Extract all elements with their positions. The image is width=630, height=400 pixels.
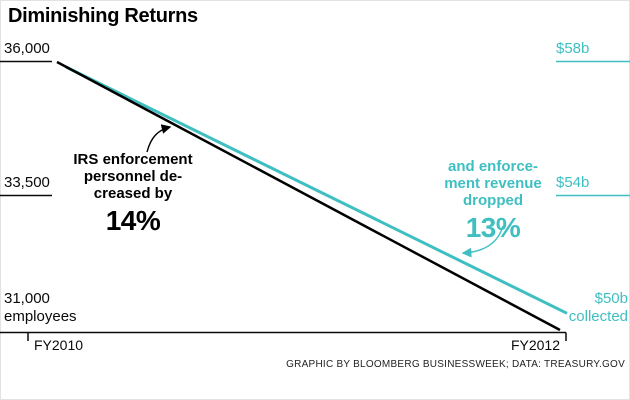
revenue-annotation: and enforce- ment revenue dropped 13%	[417, 158, 569, 243]
personnel-annotation-value: 14%	[105, 205, 161, 236]
revenue-annotation-line1: and enforce-	[447, 158, 538, 175]
left-axis-tick-31000-unit: employees	[4, 308, 77, 325]
personnel-annotation-arrow	[146, 124, 172, 153]
personnel-annotation: IRS enforcement personnel de- creased by…	[50, 151, 216, 236]
x-axis-label-fy2012: FY2012	[510, 337, 560, 353]
source-credit: GRAPHIC BY BLOOMBERG BUSINESSWEEK; DATA:…	[286, 359, 625, 370]
personnel-annotation-line2: personnel de-	[83, 168, 183, 185]
revenue-annotation-line3: dropped	[463, 192, 523, 209]
right-axis-tick-58b: $58b	[556, 40, 590, 57]
left-axis-tick-31000-value: 31,000	[4, 290, 50, 307]
right-axis-tick-50b-value: $50b	[594, 290, 628, 307]
right-axis-tick-54b: $54b	[556, 174, 590, 191]
revenue-annotation-value: 13%	[465, 212, 521, 243]
right-axis-tick-50b: $50b collected	[556, 290, 628, 326]
right-axis-tick-50b-unit: collected	[568, 308, 628, 325]
revenue-line	[65, 65, 568, 315]
left-axis-tick-31000: 31,000 employees	[4, 290, 77, 326]
revenue-annotation-arrow	[461, 225, 504, 258]
personnel-annotation-line1: IRS enforcement	[73, 151, 193, 168]
left-axis-tick-36000: 36,000	[4, 40, 50, 57]
x-axis-label-fy2010: FY2010	[34, 337, 84, 353]
left-axis-tick-33500: 33,500	[4, 174, 50, 191]
personnel-annotation-line3: creased by	[93, 185, 173, 202]
chart-title: Diminishing Returns	[8, 5, 198, 27]
revenue-annotation-line2: ment revenue	[444, 175, 542, 192]
personnel-line	[56, 60, 561, 332]
